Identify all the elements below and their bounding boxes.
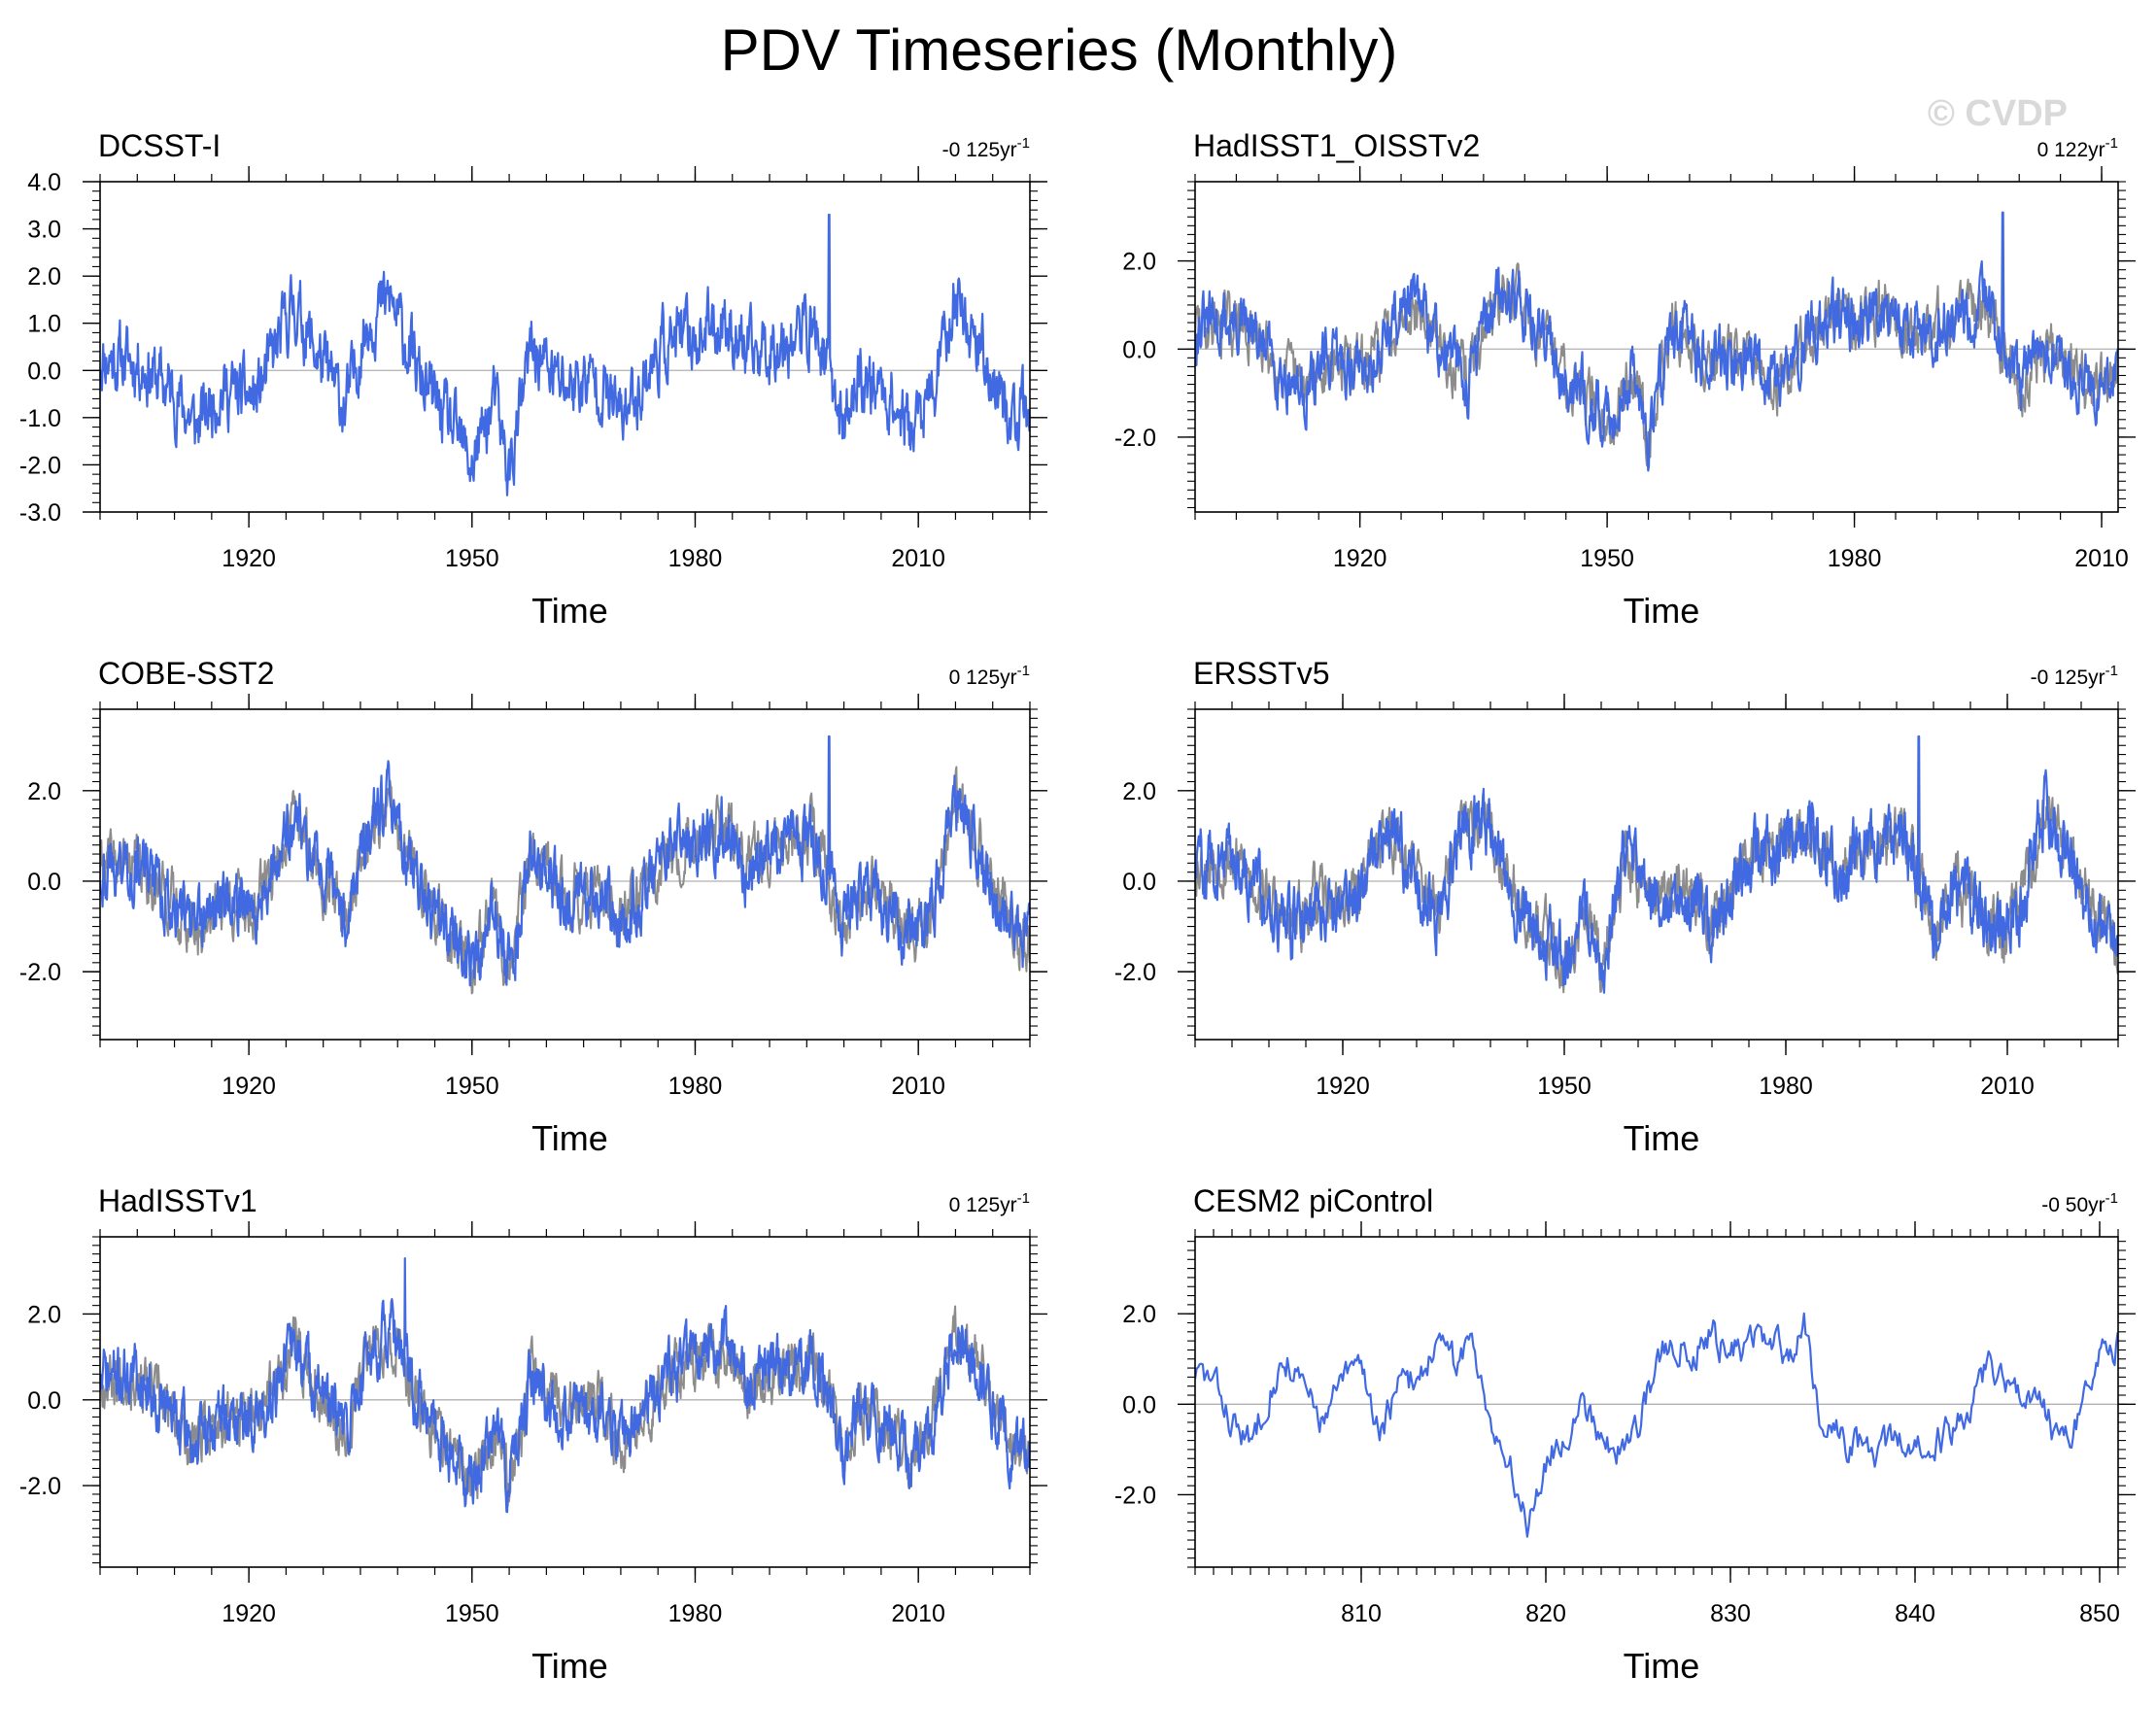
panel-title: CESM2 piControl [1193,1183,1433,1218]
panel-cesm2: CESM2 piControl -0 50yr-1 810 820 830 840 850 -… [1114,1183,2136,1686]
y-tick-label: -2.0 [1114,425,1156,452]
series-line-reference [100,766,1030,995]
x-tick-label: 2010 [891,1073,945,1100]
plot-frame [99,708,1031,1041]
x-tick-label: 1920 [222,1600,276,1627]
panel-hadisst_oisst: HadISST1_OISSTv2 0 122yr-1 1920 1950 1980 201… [1114,128,2136,631]
y-tick-label: 2.0 [1122,778,1156,805]
figure-title: PDV Timeseries (Monthly) [721,17,1398,83]
y-tick-label: 0.0 [27,1387,61,1415]
panel-dcsst: DCSST-I -0 125yr-1 1920 1950 1980 2010 -3.0 -2.… [19,128,1047,631]
y-tick-label: 2.0 [1122,249,1156,276]
panel-cobe: COBE-SST2 0 125yr-1 1920 1950 1980 2010 -2.0 0.… [19,656,1047,1158]
x-tick-label: 1920 [222,545,276,572]
y-tick-label: -2.0 [19,959,61,986]
x-tick-label: 1950 [445,1600,499,1627]
plot-frame [1194,181,2119,513]
y-tick-label: -2.0 [19,452,61,479]
y-tick-label: -3.0 [19,499,61,527]
y-tick-label: 0.0 [1122,869,1156,896]
y-tick-label: 1.0 [27,311,61,338]
y-tick-label: -2.0 [1114,1482,1156,1509]
panel-title: HadISSTv1 [98,1183,257,1218]
y-tick-label: -2.0 [19,1473,61,1500]
plot-frame [99,181,1031,513]
x-tick-label: 1980 [668,1600,723,1627]
x-tick-label: 820 [1525,1600,1566,1627]
trend-label: 0 122yr-1 [2037,135,2118,161]
panel-title: ERSSTv5 [1193,656,1329,691]
plot-frame [1194,708,2119,1041]
y-tick-label: 2.0 [27,1301,61,1328]
x-tick-label: 1920 [1333,545,1387,572]
series-line-dcsst-i [100,213,1030,496]
panel-hadisst: HadISSTv1 0 125yr-1 1920 1950 1980 2010 -2.0 0.… [19,1183,1047,1686]
series-group [100,1256,1030,1514]
x-tick-label: 1980 [1828,545,1882,572]
x-tick-label: 2010 [891,1600,945,1627]
y-tick-label: 0.0 [1122,1391,1156,1418]
x-tick-label: 2010 [891,545,945,572]
x-tick-label: 810 [1341,1600,1382,1627]
series-line-ersstv5 [1195,735,2118,994]
x-tick-label: 1950 [445,545,499,572]
panel-grid: DCSST-I -0 125yr-1 1920 1950 1980 2010 -3.0 -2.… [19,128,2136,1686]
trend-label: 0 125yr-1 [949,1190,1030,1216]
y-tick-label: 4.0 [27,169,61,196]
panel-title: HadISST1_OISSTv2 [1193,128,1480,163]
y-tick-label: -2.0 [1114,959,1156,986]
trend-label: -0 125yr-1 [2031,663,2118,689]
x-tick-label: 1920 [222,1073,276,1100]
series-line-cesm2-picontrol [1195,1312,2118,1538]
series-group [1195,1312,2118,1538]
plot-frame [1194,1236,2119,1568]
series-group [100,213,1030,496]
series-line-cobe-sst2 [100,735,1030,987]
panel-ersst: ERSSTv5 -0 125yr-1 1920 1950 1980 2010 -2.0 0.0… [1114,656,2136,1158]
x-axis-label: Time [531,1118,608,1158]
x-tick-label: 1920 [1316,1073,1370,1100]
x-tick-label: 1980 [1759,1073,1813,1100]
trend-label: -0 125yr-1 [942,135,1030,161]
plot-frame [99,1236,1031,1568]
x-tick-label: 1980 [668,1073,723,1100]
series-line-hadisstv1 [100,1256,1030,1514]
trend-label: -0 50yr-1 [2041,1190,2118,1216]
x-tick-label: 850 [2079,1600,2120,1627]
y-tick-label: 0.0 [27,869,61,896]
x-tick-label: 1950 [1580,545,1634,572]
panel-title: DCSST-I [98,128,221,163]
x-tick-label: 2010 [1980,1073,2035,1100]
y-tick-label: 2.0 [27,778,61,805]
y-tick-label: 2.0 [1122,1301,1156,1328]
y-tick-label: 3.0 [27,217,61,244]
x-tick-label: 1950 [445,1073,499,1100]
series-group [1195,735,2118,994]
series-group [100,735,1030,995]
y-tick-label: 0.0 [1122,336,1156,363]
x-axis-label: Time [1624,591,1700,631]
x-axis-label: Time [1624,1646,1700,1686]
x-axis-label: Time [531,1646,608,1686]
series-line-hadisst1-oisstv2 [1195,211,2118,472]
x-axis-label: Time [1624,1118,1700,1158]
x-tick-label: 1980 [668,545,723,572]
trend-label: 0 125yr-1 [949,663,1030,689]
series-group [1195,211,2118,472]
watermark-text: © CVDP [1928,93,2068,134]
x-tick-label: 830 [1710,1600,1751,1627]
y-tick-label: 0.0 [27,358,61,385]
y-tick-label: 2.0 [27,263,61,291]
panel-title: COBE-SST2 [98,656,274,691]
x-tick-label: 2010 [2074,545,2129,572]
x-tick-label: 840 [1895,1600,1935,1627]
y-tick-label: -1.0 [19,405,61,432]
x-axis-label: Time [531,591,608,631]
x-tick-label: 1950 [1537,1073,1591,1100]
